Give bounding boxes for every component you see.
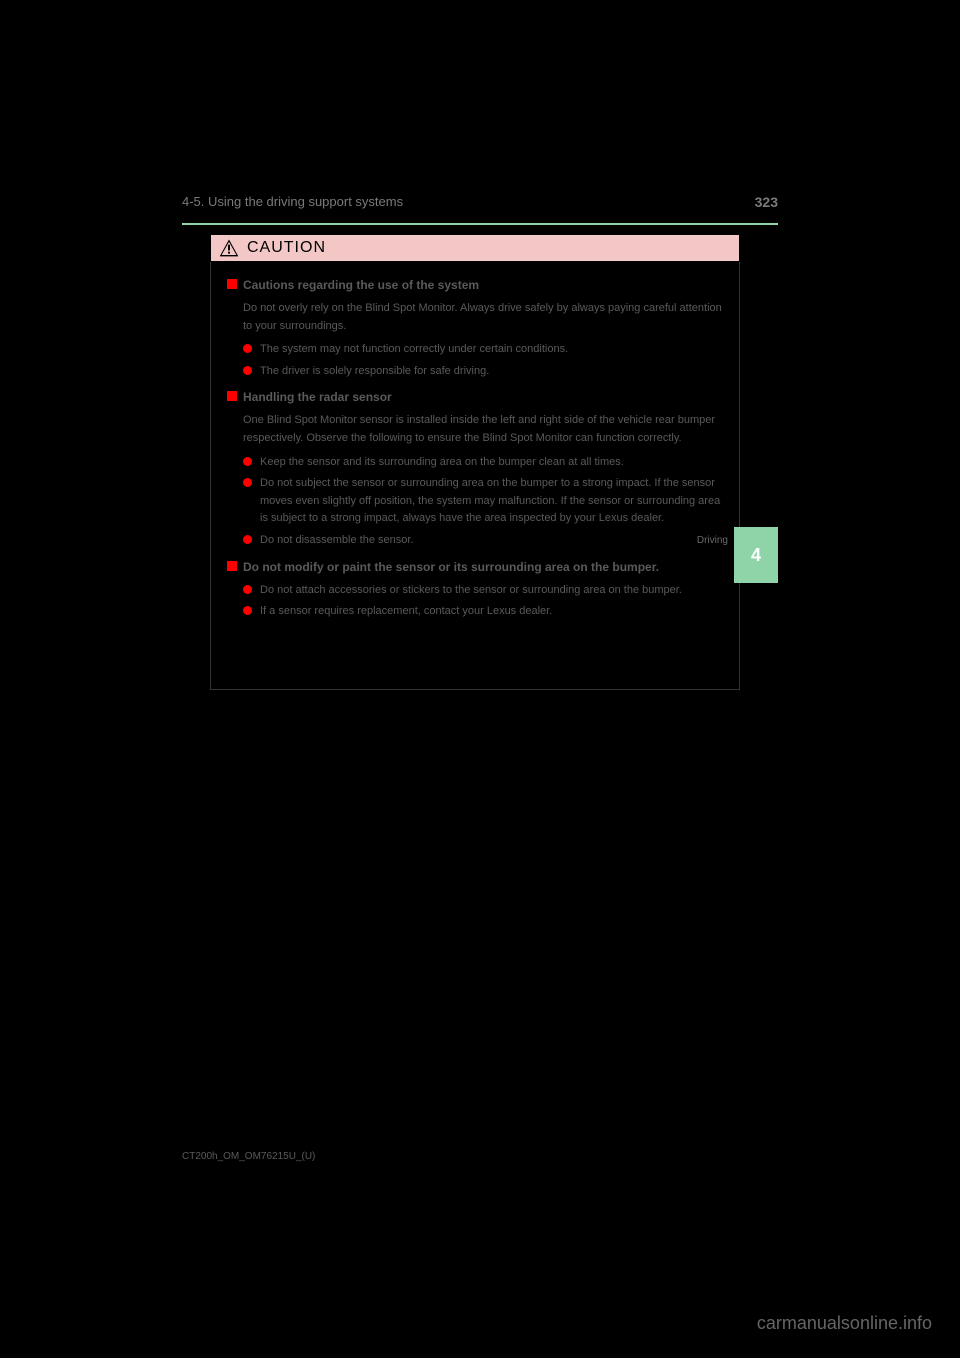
bullet-marker-icon bbox=[243, 366, 252, 375]
bullet-item: Keep the sensor and its surrounding area… bbox=[243, 454, 723, 472]
page-header: 4-5. Using the driving support systems 3… bbox=[182, 194, 778, 210]
caution-header: CAUTION bbox=[210, 234, 740, 262]
caution-body: Cautions regarding the use of the system… bbox=[210, 262, 740, 690]
section-title: Do not modify or paint the sensor or its… bbox=[243, 558, 659, 576]
chapter-label: Driving bbox=[697, 535, 728, 546]
section-marker-icon bbox=[227, 561, 237, 571]
caution-box: CAUTION Cautions regarding the use of th… bbox=[210, 234, 740, 690]
caution-section: Do not modify or paint the sensor or its… bbox=[227, 558, 723, 621]
bullet-marker-icon bbox=[243, 585, 252, 594]
watermark: carmanualsonline.info bbox=[757, 1313, 932, 1334]
bullet-marker-icon bbox=[243, 535, 252, 544]
bullet-text: Do not subject the sensor or surrounding… bbox=[260, 475, 723, 528]
bullet-item: Do not subject the sensor or surrounding… bbox=[243, 475, 723, 528]
bullet-text: Do not attach accessories or stickers to… bbox=[260, 582, 682, 600]
section-title: Cautions regarding the use of the system bbox=[243, 276, 479, 294]
section-heading: Do not modify or paint the sensor or its… bbox=[227, 558, 723, 576]
chapter-number: 4 bbox=[751, 545, 761, 566]
caution-label: CAUTION bbox=[247, 239, 326, 257]
chapter-tab: 4 bbox=[734, 527, 778, 583]
bullet-text: If a sensor requires replacement, contac… bbox=[260, 603, 552, 621]
header-divider bbox=[182, 223, 778, 225]
bullet-marker-icon bbox=[243, 478, 252, 487]
bullet-text: Keep the sensor and its surrounding area… bbox=[260, 454, 624, 472]
bullet-item: Do not disassemble the sensor. bbox=[243, 532, 723, 550]
bullet-item: If a sensor requires replacement, contac… bbox=[243, 603, 723, 621]
bullet-item: The system may not function correctly un… bbox=[243, 341, 723, 359]
section-heading: Cautions regarding the use of the system bbox=[227, 276, 723, 294]
section-title: Handling the radar sensor bbox=[243, 388, 392, 406]
section-marker-icon bbox=[227, 279, 237, 289]
section-marker-icon bbox=[227, 391, 237, 401]
bullet-marker-icon bbox=[243, 344, 252, 353]
caution-section: Cautions regarding the use of the system… bbox=[227, 276, 723, 380]
section-intro: Do not overly rely on the Blind Spot Mon… bbox=[243, 300, 723, 335]
caution-section: Handling the radar sensor One Blind Spot… bbox=[227, 388, 723, 549]
section-intro: One Blind Spot Monitor sensor is install… bbox=[243, 412, 723, 447]
bullet-text: The system may not function correctly un… bbox=[260, 341, 568, 359]
bullet-text: Do not disassemble the sensor. bbox=[260, 532, 413, 550]
bullet-item: The driver is solely responsible for saf… bbox=[243, 363, 723, 381]
footer-reference: CT200h_OM_OM76215U_(U) bbox=[182, 1151, 315, 1162]
bullet-marker-icon bbox=[243, 457, 252, 466]
page-number: 323 bbox=[755, 194, 778, 210]
bullet-marker-icon bbox=[243, 606, 252, 615]
bullet-text: The driver is solely responsible for saf… bbox=[260, 363, 489, 381]
bullet-item: Do not attach accessories or stickers to… bbox=[243, 582, 723, 600]
section-reference: 4-5. Using the driving support systems bbox=[182, 194, 403, 210]
warning-triangle-icon bbox=[219, 239, 239, 257]
section-heading: Handling the radar sensor bbox=[227, 388, 723, 406]
